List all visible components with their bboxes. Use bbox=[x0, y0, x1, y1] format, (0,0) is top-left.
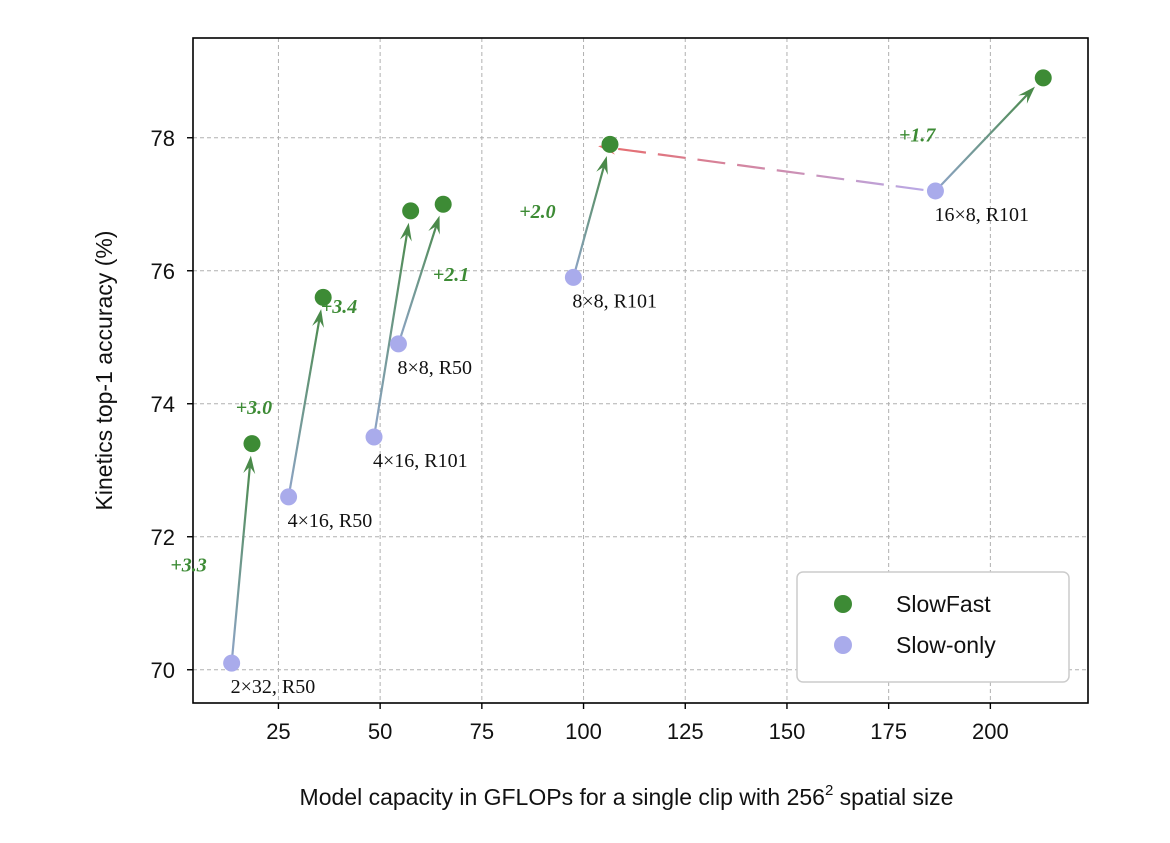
y-tick-label-70: 70 bbox=[151, 658, 175, 683]
plot-frame bbox=[192, 37, 1089, 704]
point-label-4x16-r50: 4×16, R50 bbox=[288, 510, 373, 532]
x-tick-label-150: 150 bbox=[769, 719, 806, 744]
comparison-dashed-arrow bbox=[605, 146, 924, 192]
x-axis-title-main: Model capacity in GFLOPs for a single cl… bbox=[300, 784, 825, 810]
annotations: 2×32, R50 4×16, R50 4×16, R101 8×8, R50 8×8,… bbox=[170, 124, 1029, 698]
legend: SlowFast Slow-only bbox=[796, 571, 1070, 683]
data-points bbox=[223, 69, 1052, 672]
slow-only-point-0 bbox=[223, 654, 241, 672]
gain-label-3: +2.1 bbox=[433, 264, 469, 286]
gain-arrowhead-5 bbox=[1018, 86, 1035, 104]
gain-arrowhead-3 bbox=[428, 215, 440, 235]
legend-label-slowfast: SlowFast bbox=[896, 591, 991, 617]
gain-arrow-3 bbox=[397, 221, 439, 345]
gain-label-4: +2.0 bbox=[519, 201, 555, 223]
x-axis-title-suffix: spatial size bbox=[833, 784, 953, 810]
slowfast-point-1 bbox=[314, 288, 332, 306]
x-axis-title: Model capacity in GFLOPs for a single cl… bbox=[300, 782, 954, 810]
slowfast-point-3 bbox=[434, 195, 452, 213]
gain-arrowhead-0 bbox=[243, 455, 256, 475]
y-tick-label-78: 78 bbox=[151, 126, 175, 151]
x-tick-label-50: 50 bbox=[368, 719, 392, 744]
slow-only-point-5 bbox=[926, 182, 944, 200]
gain-arrowhead-4 bbox=[596, 155, 608, 175]
gain-arrow-2 bbox=[372, 228, 409, 438]
gain-label-2: +3.4 bbox=[321, 296, 357, 318]
gain-arrow-4 bbox=[572, 161, 607, 278]
y-tick-label-74: 74 bbox=[151, 392, 175, 417]
slow-only-point-2 bbox=[365, 428, 383, 446]
y-tick-label-72: 72 bbox=[151, 525, 175, 550]
x-axis-title-superscript: 2 bbox=[825, 782, 833, 799]
slowfast-point-4 bbox=[601, 135, 619, 153]
legend-marker-slow-only bbox=[834, 636, 852, 654]
gain-label-5: +1.7 bbox=[899, 124, 936, 146]
x-tick-label-75: 75 bbox=[470, 719, 494, 744]
gain-label-1: +3.0 bbox=[236, 397, 272, 419]
slowfast-point-5 bbox=[1034, 69, 1052, 87]
gain-arrow-5 bbox=[934, 90, 1032, 192]
point-label-4x16-r101: 4×16, R101 bbox=[373, 450, 468, 472]
x-tick-label-100: 100 bbox=[565, 719, 602, 744]
legend-box bbox=[796, 571, 1070, 683]
legend-marker-slowfast bbox=[834, 595, 852, 613]
point-label-2x32-r50: 2×32, R50 bbox=[231, 676, 316, 698]
slow-only-point-3 bbox=[389, 335, 407, 353]
slow-only-point-1 bbox=[280, 488, 298, 506]
legend-label-slow-only: Slow-only bbox=[896, 632, 996, 658]
point-label-16x8-r101: 16×8, R101 bbox=[934, 204, 1029, 226]
point-label-8x8-r101: 8×8, R101 bbox=[572, 290, 657, 312]
slow-only-point-4 bbox=[564, 268, 582, 286]
gain-arrow-0 bbox=[230, 461, 252, 664]
axis-ticks: 25 50 75 100 125 150 175 200 70 72 74 76 78 bbox=[151, 126, 1009, 744]
x-tick-label-200: 200 bbox=[972, 719, 1009, 744]
gain-arrowhead-1 bbox=[312, 309, 324, 328]
x-tick-label-125: 125 bbox=[667, 719, 704, 744]
point-label-8x8-r50: 8×8, R50 bbox=[397, 357, 472, 379]
gain-arrowhead-2 bbox=[399, 222, 412, 242]
slowfast-point-0 bbox=[243, 435, 261, 453]
slowfast-point-2 bbox=[402, 202, 420, 220]
x-tick-label-25: 25 bbox=[266, 719, 290, 744]
gain-label-0: +3.3 bbox=[170, 554, 206, 576]
y-tick-label-76: 76 bbox=[151, 259, 175, 284]
gain-arrow-1 bbox=[287, 314, 322, 498]
y-axis-title: Kinetics top-1 accuracy (%) bbox=[91, 231, 117, 511]
x-tick-label-175: 175 bbox=[870, 719, 907, 744]
